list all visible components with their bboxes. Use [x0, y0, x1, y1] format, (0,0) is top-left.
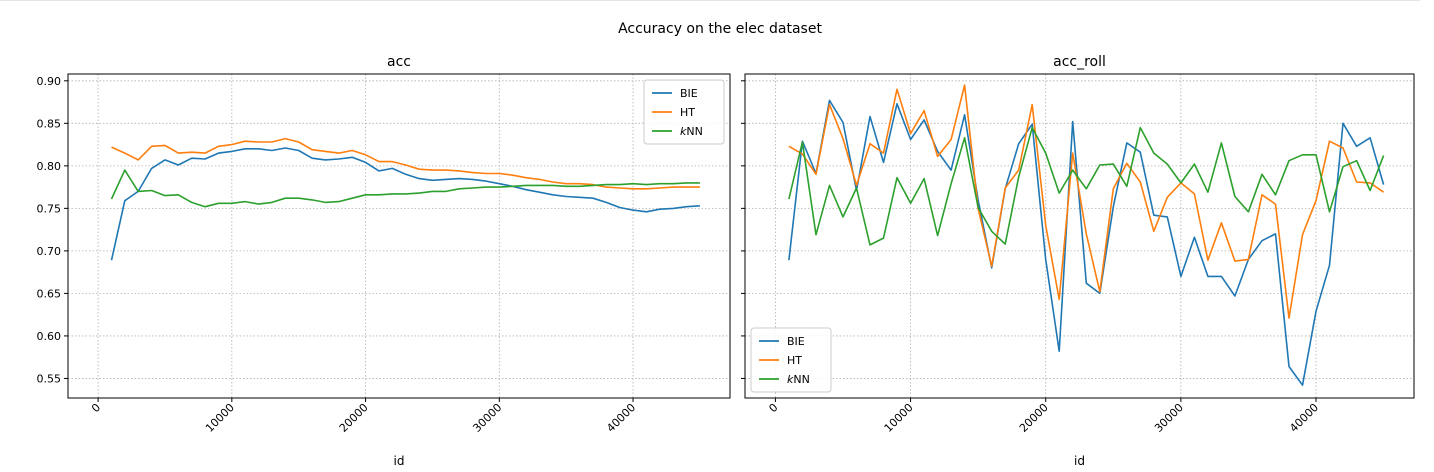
figure-title: Accuracy on the elec dataset: [618, 21, 822, 37]
top-divider: [0, 0, 1420, 1]
legend-label-bie: BIE: [680, 87, 698, 100]
chart-title: acc: [387, 54, 411, 70]
series-line-ht: [111, 137, 700, 190]
x-axis-label: id: [1074, 454, 1085, 468]
legend-label-knn: kNN: [680, 125, 703, 138]
x-tick-label: 10000: [882, 401, 916, 435]
x-tick-label: 20000: [1017, 401, 1051, 435]
x-tick-label: 0: [766, 401, 780, 415]
x-tick-label: 30000: [1152, 401, 1186, 435]
legend-label-ht: HT: [787, 354, 802, 367]
y-tick-label: 0.75: [37, 202, 62, 215]
x-tick-label: 40000: [604, 401, 638, 435]
series-line-bie: [788, 99, 1385, 387]
legend-label-ht: HT: [680, 106, 695, 119]
y-tick-label: 0.90: [37, 75, 62, 88]
x-tick-label: 10000: [203, 401, 237, 435]
y-tick-label: 0.80: [37, 160, 62, 173]
y-tick-label: 0.65: [37, 287, 62, 300]
x-tick-label: 0: [89, 401, 103, 415]
x-tick-label: 20000: [337, 401, 371, 435]
y-tick-label: 0.55: [37, 372, 62, 385]
legend-label-bie: BIE: [787, 335, 805, 348]
x-tick-label: 30000: [470, 401, 504, 435]
series-line-bie: [110, 147, 700, 261]
chart-title: acc_roll: [1053, 54, 1106, 70]
legend-box: [750, 327, 832, 393]
legend-label-knn: kNN: [787, 373, 810, 386]
legend: BIE HT kNN: [643, 79, 725, 145]
y-tick-label: 0.60: [37, 330, 62, 343]
series-line-knn: [110, 169, 700, 208]
grid: [745, 74, 1414, 398]
x-axis-label: id: [394, 454, 405, 468]
series-line-ht: [788, 84, 1385, 319]
legend-box: [643, 79, 725, 145]
axes-frame: [744, 73, 1415, 399]
grid: [68, 74, 730, 398]
legend: BIE HT kNN: [750, 327, 832, 393]
y-tick-label: 0.85: [37, 117, 62, 130]
y-tick-label: 0.70: [37, 245, 62, 258]
x-tick-label: 40000: [1287, 401, 1321, 435]
series-line-knn: [788, 126, 1385, 246]
axes-frame: [67, 73, 731, 399]
chart-acc: 0 10000 20000 30000 40000 0.55 0.60 0.65 0.70 0.7…: [37, 54, 731, 468]
